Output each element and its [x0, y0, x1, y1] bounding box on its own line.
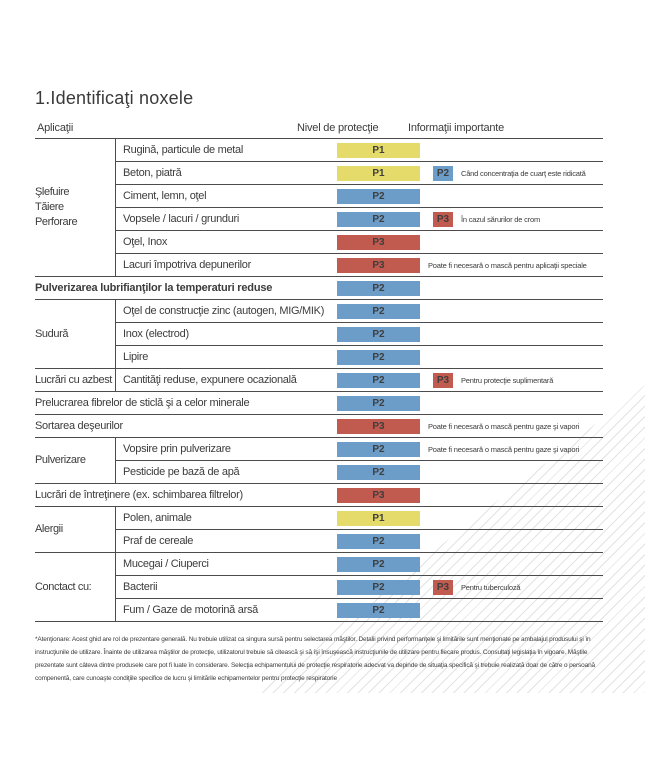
protection-badge: P2 [337, 303, 420, 319]
extra-protection-badge: P3 [433, 579, 453, 595]
row-label: Lipire [123, 351, 149, 363]
row-note: Poate fi necesară o mască pentru gaze şi… [428, 444, 580, 454]
row-label: Inox (electrod) [123, 328, 189, 340]
header-important-info: Informaţii importante [408, 122, 505, 134]
protection-badge: P2 [337, 211, 420, 227]
table-row: Polen, animale P1 [116, 507, 603, 530]
protection-badge: P1 [337, 142, 420, 158]
table-row: Oţel, Inox P3 [116, 231, 603, 254]
row-label: Rugină, particule de metal [123, 144, 243, 156]
group-label: Pulverizare [35, 438, 116, 483]
extra-protection-badge: P2 [433, 165, 453, 181]
table-row: Praf de cereale P2 [116, 530, 603, 552]
row-label: Fum / Gaze de motorină arsă [123, 604, 258, 616]
table-row: Lacuri împotriva depunerilor P3 Poate fi… [116, 254, 603, 276]
row-label: Vopsire prin pulverizare [123, 443, 231, 455]
extra-protection-badge: P3 [433, 372, 453, 388]
group-label: Lucrări cu azbest [35, 369, 116, 391]
row-label: Pesticide pe bază de apă [123, 466, 240, 478]
group-label: Şlefuire Tăiere Perforare [35, 139, 116, 276]
section-lucrari-intretinere: Lucrări de întreţinere (ex. schimbarea f… [35, 484, 603, 507]
table-row: Beton, piatră P1 P2 Când concentraţia de… [116, 162, 603, 185]
section-sudura: Sudură Oţel de construcţie zinc (autogen… [35, 300, 603, 369]
row-label: Oţel, Inox [123, 236, 168, 248]
table-row: Inox (electrod) P2 [116, 323, 603, 346]
table-row: Cantităţi reduse, expunere ocazională P2… [116, 369, 603, 391]
row-label: Bacterii [123, 581, 158, 593]
section-alergii: Alergii Polen, animale P1 Praf de cereal… [35, 507, 603, 553]
table-row: Mucegai / Ciuperci P2 [116, 553, 603, 576]
table-row: Sortarea deşeurilor P3 Poate fi necesară… [35, 415, 603, 437]
protection-badge: P3 [337, 487, 420, 503]
section-pulverizarea-lubrifiantilor: Pulverizarea lubrifianţilor la temperatu… [35, 277, 603, 300]
group-label: Sudură [35, 300, 116, 368]
protection-badge: P2 [337, 395, 420, 411]
protection-badge: P2 [337, 280, 420, 296]
table-row: Ciment, lemn, oţel P2 [116, 185, 603, 208]
section-azbest: Lucrări cu azbest Cantităţi reduse, expu… [35, 369, 603, 392]
row-label: Ciment, lemn, oţel [123, 190, 207, 202]
protection-badge: P2 [337, 464, 420, 480]
section-sortarea-deseurilor: Sortarea deşeurilor P3 Poate fi necesară… [35, 415, 603, 438]
group-label: Conctact cu: [35, 553, 116, 621]
table-row: Fum / Gaze de motorină arsă P2 [116, 599, 603, 621]
table-row: Oţel de construcţie zinc (autogen, MIG/M… [116, 300, 603, 323]
row-label: Praf de cereale [123, 535, 194, 547]
protection-badge: P1 [337, 510, 420, 526]
row-label: Polen, animale [123, 512, 192, 524]
row-label: Prelucrarea fibrelor de sticlă şi a celo… [35, 397, 250, 409]
protection-badge: P1 [337, 165, 420, 181]
protection-badge: P2 [337, 602, 420, 618]
disclaimer-footnote: *Atenţionare: Acest ghid are rol de prez… [35, 636, 595, 682]
section-pulverizare: Pulverizare Vopsire prin pulverizare P2 … [35, 438, 603, 484]
table-row: Lucrări de întreţinere (ex. schimbarea f… [35, 484, 603, 506]
row-note: Poate fi necesară o mască pentru gaze şi… [428, 421, 580, 431]
row-label: Sortarea deşeurilor [35, 420, 123, 432]
page-title: 1.Identificaţi noxele [35, 88, 194, 108]
row-label: Pulverizarea lubrifianţilor la temperatu… [35, 282, 273, 294]
row-note: Poate fi necesară o mască pentru aplicaţ… [428, 260, 587, 270]
section-prelucrarea-fibrelor: Prelucrarea fibrelor de sticlă şi a celo… [35, 392, 603, 415]
protection-badge: P2 [337, 533, 420, 549]
protection-badge: P2 [337, 556, 420, 572]
protection-badge: P3 [337, 257, 420, 273]
table-row: Prelucrarea fibrelor de sticlă şi a celo… [35, 392, 603, 414]
extra-protection-badge: P3 [433, 211, 453, 227]
row-label: Oţel de construcţie zinc (autogen, MIG/M… [123, 305, 325, 317]
header-applications: Aplicaţii [37, 122, 74, 134]
table-row: Lipire P2 [116, 346, 603, 368]
row-label: Beton, piatră [123, 167, 182, 179]
row-label: Mucegai / Ciuperci [123, 558, 209, 570]
hazard-table: Şlefuire Tăiere Perforare Rugină, partic… [35, 138, 603, 622]
protection-badge: P2 [337, 579, 420, 595]
table-row: Vopsire prin pulverizare P2 Poate fi nec… [116, 438, 603, 461]
table-row: Bacterii P2 P3 Pentru tuberculoză [116, 576, 603, 599]
table-header: Aplicaţii Nivel de protecţie Informaţii … [35, 109, 603, 138]
row-note: Pentru protecţie suplimentară [461, 375, 554, 385]
protection-badge: P2 [337, 372, 420, 388]
protection-badge: P3 [337, 234, 420, 250]
page-content: 1.Identificaţi noxele Aplicaţii Nivel de… [35, 88, 603, 682]
row-label: Lacuri împotriva depunerilor [123, 259, 251, 271]
row-note: Pentru tuberculoză [461, 582, 521, 592]
row-note: În cazul sărurilor de crom [461, 214, 540, 224]
row-label: Cantităţi reduse, expunere ocazională [123, 374, 297, 386]
protection-badge: P2 [337, 188, 420, 204]
table-row: Rugină, particule de metal P1 [116, 139, 603, 162]
group-label: Alergii [35, 507, 116, 552]
section-slefuire: Şlefuire Tăiere Perforare Rugină, partic… [35, 139, 603, 277]
protection-badge: P2 [337, 326, 420, 342]
protection-badge: P2 [337, 441, 420, 457]
row-label: Vopsele / lacuri / grunduri [123, 213, 240, 225]
protection-badge: P3 [337, 418, 420, 434]
table-row: Pesticide pe bază de apă P2 [116, 461, 603, 483]
row-label: Lucrări de întreţinere (ex. schimbarea f… [35, 489, 243, 501]
section-contact: Conctact cu: Mucegai / Ciuperci P2 Bacte… [35, 553, 603, 622]
protection-badge: P2 [337, 349, 420, 365]
header-protection-level: Nivel de protecţie [297, 122, 379, 134]
table-row: Vopsele / lacuri / grunduri P2 P3 În caz… [116, 208, 603, 231]
table-row: Pulverizarea lubrifianţilor la temperatu… [35, 277, 603, 299]
row-note: Când concentraţia de cuarţ este ridicată [461, 168, 586, 178]
